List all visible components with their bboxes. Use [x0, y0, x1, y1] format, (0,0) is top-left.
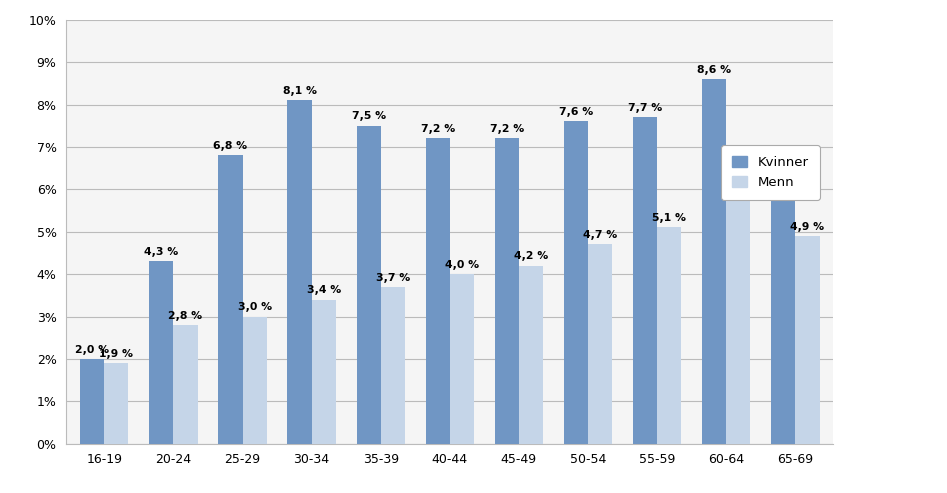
Text: 7,6 %: 7,6 %: [559, 107, 593, 117]
Bar: [242, 317, 267, 444]
Bar: [702, 79, 726, 444]
Text: 3,4 %: 3,4 %: [307, 285, 341, 295]
Bar: [633, 117, 657, 444]
Text: 7,2 %: 7,2 %: [490, 124, 524, 134]
Bar: [173, 325, 198, 444]
Text: 7,2 %: 7,2 %: [420, 124, 455, 134]
Bar: [771, 160, 795, 444]
Text: 2,0 %: 2,0 %: [75, 345, 109, 354]
Text: 5,1 %: 5,1 %: [652, 213, 687, 223]
Text: 4,3 %: 4,3 %: [144, 247, 178, 257]
Bar: [312, 300, 336, 444]
Text: 7,5 %: 7,5 %: [351, 111, 385, 121]
Text: 4,7 %: 4,7 %: [583, 230, 617, 240]
Bar: [657, 227, 681, 444]
Bar: [726, 189, 750, 444]
Text: 8,6 %: 8,6 %: [697, 65, 731, 75]
Bar: [425, 139, 450, 444]
Text: 3,0 %: 3,0 %: [238, 302, 272, 312]
Bar: [80, 359, 104, 444]
Bar: [450, 274, 474, 444]
Bar: [219, 155, 242, 444]
Bar: [288, 100, 312, 444]
Legend: Kvinner, Menn: Kvinner, Menn: [721, 145, 819, 200]
Text: 4,0 %: 4,0 %: [445, 260, 479, 270]
Bar: [381, 287, 405, 444]
Text: 6,8 %: 6,8 %: [213, 141, 247, 151]
Text: 8,1 %: 8,1 %: [282, 86, 316, 96]
Bar: [795, 236, 819, 444]
Bar: [150, 261, 173, 444]
Text: 2,8 %: 2,8 %: [169, 311, 203, 321]
Text: 4,2 %: 4,2 %: [514, 251, 548, 261]
Text: 7,7 %: 7,7 %: [628, 103, 662, 113]
Bar: [563, 121, 588, 444]
Bar: [588, 245, 612, 444]
Text: 3,7 %: 3,7 %: [376, 273, 410, 282]
Text: 4,9 %: 4,9 %: [791, 222, 825, 232]
Bar: [494, 139, 519, 444]
Bar: [356, 126, 381, 444]
Bar: [104, 363, 129, 444]
Bar: [519, 266, 544, 444]
Text: 6,7 %: 6,7 %: [766, 145, 800, 155]
Text: 6,0 %: 6,0 %: [722, 175, 756, 185]
Text: 1,9 %: 1,9 %: [99, 349, 134, 359]
